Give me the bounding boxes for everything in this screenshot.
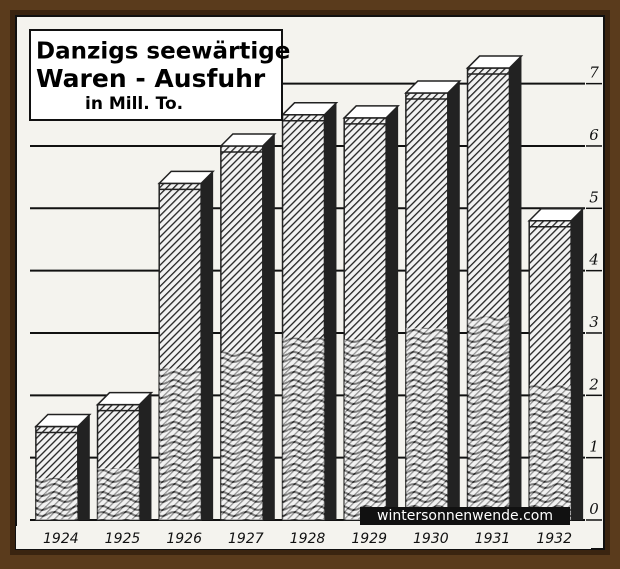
bar-top <box>527 208 585 222</box>
bar-top <box>465 55 524 69</box>
x-tick-label: 1928 <box>290 531 326 547</box>
bar-texture <box>282 337 325 520</box>
watermark-bg <box>360 507 570 525</box>
bar-top <box>95 391 154 406</box>
chart-title: Waren - Ausfuhr <box>36 64 266 93</box>
bar-side <box>386 105 399 520</box>
bar-side <box>324 102 337 521</box>
bar-texture <box>97 468 140 520</box>
x-tick-label: 1924 <box>43 531 79 547</box>
bar-side <box>571 208 584 520</box>
bar-side <box>201 171 214 520</box>
bar-top <box>219 133 277 147</box>
bar-side <box>77 414 90 520</box>
y-tick-label: 2 <box>588 375 599 393</box>
y-tick-label: 4 <box>588 251 599 269</box>
bar-side <box>139 392 152 520</box>
x-tick-label: 1930 <box>413 531 449 547</box>
bar-texture <box>159 368 202 520</box>
bar-top <box>404 80 462 94</box>
x-tick-label: 1931 <box>475 531 511 547</box>
y-tick-label: 0 <box>589 500 599 518</box>
bar-texture <box>344 339 387 520</box>
y-tick-label: 3 <box>589 313 599 331</box>
chart-subtitle: in Mill. To. <box>85 94 183 114</box>
y-tick-label: 1 <box>589 438 599 456</box>
bar-top <box>342 105 400 119</box>
bar-texture <box>529 385 572 520</box>
bar-texture <box>35 477 78 520</box>
y-tick-label: 7 <box>589 64 599 82</box>
x-tick-label: 1926 <box>166 531 202 547</box>
x-tick-label: 1925 <box>105 531 141 547</box>
bar-top <box>157 170 215 185</box>
chart-title: Danzigs seewärtige <box>36 39 290 65</box>
label-strip <box>16 527 591 549</box>
bar-top <box>34 413 92 428</box>
x-tick-label: 1929 <box>351 531 387 547</box>
x-tick-label: 1932 <box>536 531 572 547</box>
title-box: Danzigs seewärtige Waren - Ausfuhr in Mi… <box>29 29 290 121</box>
title-frame <box>29 29 283 121</box>
y-tick-label: 6 <box>589 126 599 144</box>
bar-side <box>447 80 460 521</box>
bar-texture <box>467 316 510 520</box>
bar-top <box>280 102 339 116</box>
bar-side <box>262 133 275 520</box>
bar-texture <box>405 327 448 520</box>
watermark: wintersonnenwende.com <box>377 508 553 524</box>
y-tick-label: 5 <box>589 188 599 206</box>
bar-side <box>509 56 522 521</box>
bar-texture <box>220 351 263 520</box>
x-tick-label: 1927 <box>228 531 264 547</box>
